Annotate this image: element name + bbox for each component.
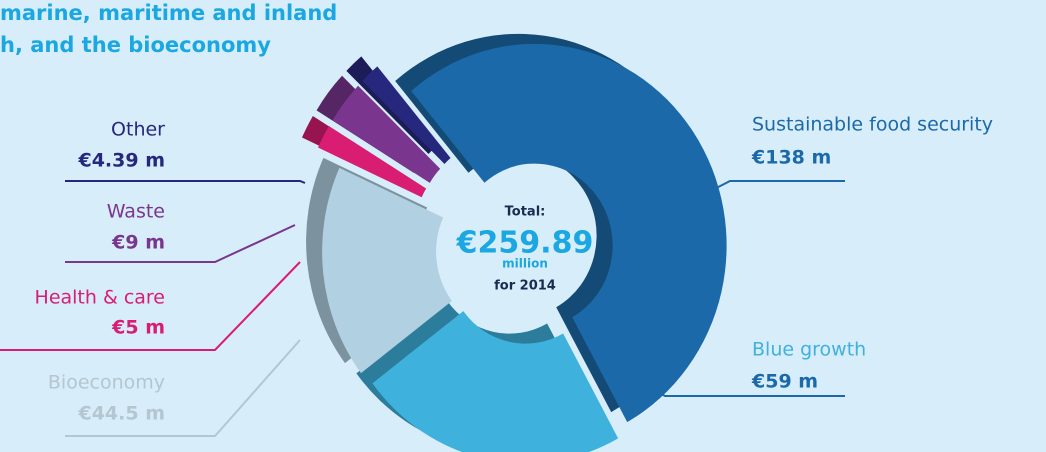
value-label: €5 m [111,317,165,339]
chart-title: marine, maritime and inland [0,1,337,25]
leader-line [649,180,845,223]
value-label: €9 m [111,232,165,254]
slice [411,43,727,423]
leader-line [65,224,296,263]
slice [322,167,452,374]
leader-line [0,261,301,351]
category-label: Blue growth [752,339,866,361]
category-label: Health & care [35,287,165,309]
value-label: €44.5 m [77,403,165,425]
slice [318,126,427,198]
leader-line [65,339,301,437]
category-label: Other [111,119,165,141]
center-text: million [502,257,548,271]
chart-title: h, and the bioeconomy [0,33,271,57]
value-label: €59 m [751,371,818,393]
slice [362,66,451,164]
category-label: Sustainable food security [752,114,993,136]
center-text: €259.89 [456,226,594,261]
donut [302,33,727,452]
value-label: €138 m [751,147,831,169]
leader-line [619,369,845,397]
center-text: for 2014 [494,279,556,294]
center-text: Total: [505,205,546,220]
category-label: Waste [107,201,165,223]
slice [332,85,441,183]
labels: Sustainable food security €138 m Blue grow… [0,114,993,437]
slice [372,311,619,452]
leader-line [65,180,306,184]
category-label: Bioeconomy [48,372,165,394]
value-label: €4.39 m [77,150,165,172]
